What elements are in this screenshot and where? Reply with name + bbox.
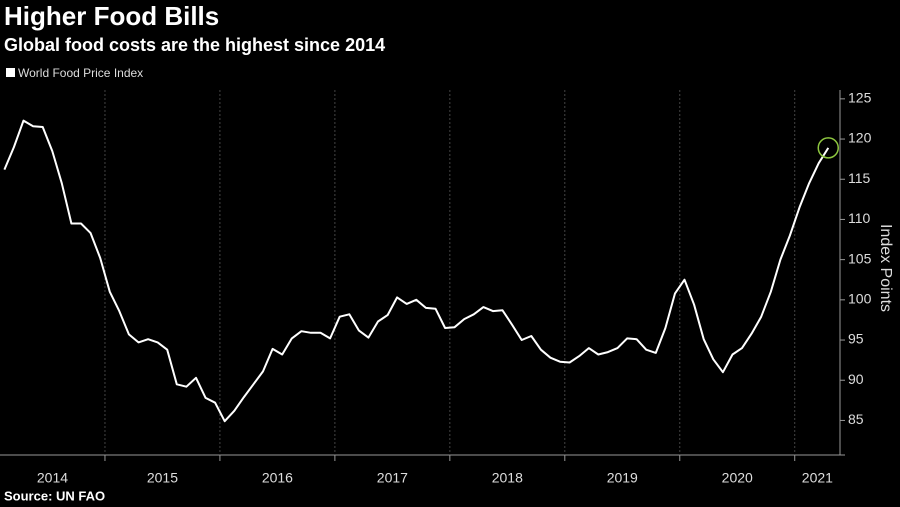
legend-label: World Food Price Index bbox=[18, 66, 143, 80]
y-tick-label: 100 bbox=[848, 291, 872, 307]
x-tick-label: 2021 bbox=[802, 470, 833, 486]
legend-swatch bbox=[6, 68, 15, 77]
x-tick-label: 2017 bbox=[377, 470, 408, 486]
chart-title: Higher Food Bills bbox=[4, 1, 219, 31]
x-tick-label: 2014 bbox=[37, 470, 68, 486]
y-tick-label: 95 bbox=[848, 331, 864, 347]
chart-subtitle: Global food costs are the highest since … bbox=[4, 35, 385, 55]
y-tick-label: 125 bbox=[848, 90, 872, 106]
y-tick-label: 105 bbox=[848, 250, 872, 266]
x-tick-label: 2018 bbox=[492, 470, 523, 486]
y-tick-label: 90 bbox=[848, 371, 864, 387]
line-series bbox=[3, 119, 830, 423]
x-tick-label: 2020 bbox=[722, 470, 753, 486]
y-axis-title: Index Points bbox=[877, 224, 894, 312]
y-tick-label: 85 bbox=[848, 411, 864, 427]
y-tick-label: 120 bbox=[848, 130, 872, 146]
x-tick-label: 2015 bbox=[147, 470, 178, 486]
y-tick-label: 110 bbox=[848, 210, 871, 226]
x-tick-label: 2016 bbox=[262, 470, 293, 486]
y-tick-label: 115 bbox=[848, 170, 871, 186]
x-tick-label: 2019 bbox=[607, 470, 638, 486]
source: Source: UN FAO bbox=[4, 488, 105, 503]
highlight-circle bbox=[817, 137, 839, 159]
